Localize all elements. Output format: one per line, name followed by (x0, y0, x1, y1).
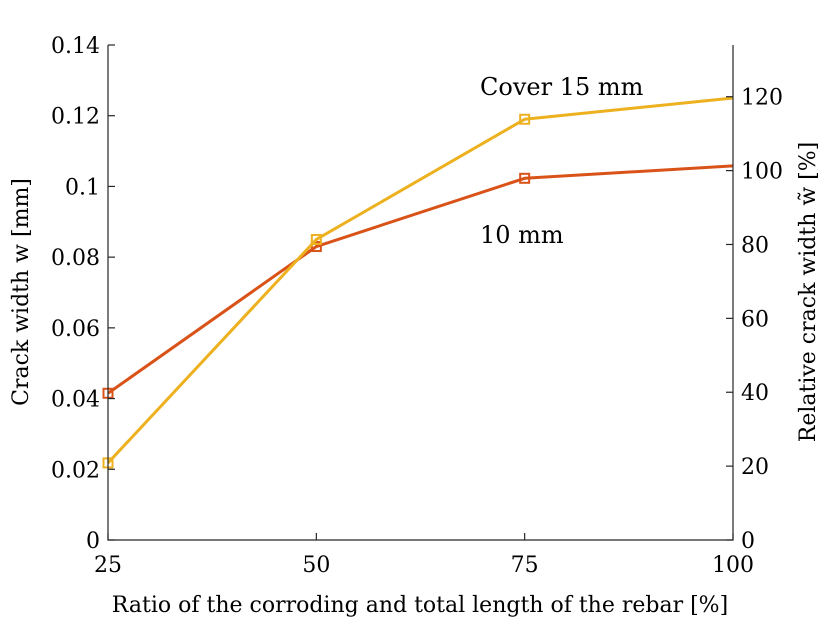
y-left-tick-label: 0.04 (51, 388, 100, 413)
y-left-tick-label: 0.02 (51, 458, 100, 483)
series-line-cover-15-mm (106, 96, 734, 464)
y-right-tick-label: 40 (741, 381, 769, 406)
y-right-tick-label: 20 (741, 455, 769, 480)
y-left-tick-label: 0.1 (65, 175, 100, 200)
data-point-cover-15-mm (310, 233, 322, 245)
y-axis-label-left: Crack width w [mm] (9, 178, 34, 406)
x-tick-label: 50 (302, 553, 330, 578)
y-right-tick-label: 80 (741, 233, 769, 258)
x-tick-label: 25 (94, 553, 122, 578)
y-axis-label-right: Relative crack width w̃ [%] (796, 142, 821, 443)
y-right-tick-label: 100 (741, 160, 783, 185)
axes-layer (107, 45, 734, 541)
ticks-layer: 25 50 75 10000.020.040.060.080.10.120.14020… (51, 34, 783, 578)
series-layer (102, 96, 734, 469)
y-left-tick-label: 0.12 (51, 105, 100, 130)
y-right-tick-label: 120 (741, 86, 783, 111)
y-left-tick-label: 0.14 (51, 34, 100, 59)
plot-frame (107, 45, 734, 541)
x-axis-label: Ratio of the corroding and total length … (112, 593, 728, 618)
annotation-10mm: 10 mm (480, 221, 564, 249)
x-tick-label: 100 (712, 553, 754, 578)
y-left-tick-label: 0.06 (51, 317, 100, 342)
y-right-tick-label: 60 (741, 307, 769, 332)
y-left-tick-label: 0 (86, 529, 100, 554)
data-point-10-mm (519, 172, 531, 184)
y-left-tick-label: 0.08 (51, 246, 100, 271)
x-tick-label: 75 (511, 553, 539, 578)
data-point-cover-15-mm (519, 113, 531, 125)
series-line-10-mm (107, 164, 734, 395)
annotation-cover-15mm: Cover 15 mm (480, 73, 644, 101)
data-point-10-mm (310, 241, 322, 253)
y-right-tick-label: 0 (741, 529, 755, 554)
